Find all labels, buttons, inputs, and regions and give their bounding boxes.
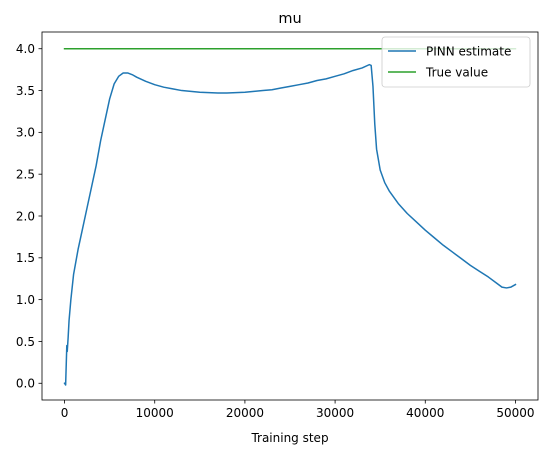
y-tick-label: 3.5 [16, 84, 35, 98]
legend: PINN estimate True value [382, 37, 530, 87]
x-tick-label: 10000 [136, 406, 174, 420]
y-tick-label: 4.0 [16, 42, 35, 56]
y-axis: 0.0 0.5 1.0 1.5 2.0 2.5 3.0 3.5 4.0 [16, 42, 42, 391]
x-axis-label: Training step [250, 431, 328, 445]
x-tick-label: 0 [61, 406, 69, 420]
y-tick-label: 0.5 [16, 335, 35, 349]
series-line-pinn-estimate [65, 65, 516, 385]
plot-area [65, 49, 516, 385]
x-tick-label: 50000 [496, 406, 534, 420]
x-tick-label: 20000 [226, 406, 264, 420]
y-tick-label: 2.5 [16, 167, 35, 181]
y-tick-label: 1.0 [16, 293, 35, 307]
legend-label: PINN estimate [426, 45, 511, 59]
y-tick-label: 3.0 [16, 126, 35, 140]
y-tick-label: 2.0 [16, 209, 35, 223]
x-tick-label: 40000 [406, 406, 444, 420]
x-axis: 0 10000 20000 30000 40000 50000 [61, 400, 535, 420]
y-tick-label: 1.5 [16, 251, 35, 265]
legend-label: True value [425, 66, 488, 80]
chart-title: mu [278, 11, 301, 27]
y-tick-label: 0.0 [16, 377, 35, 391]
x-tick-label: 30000 [316, 406, 354, 420]
